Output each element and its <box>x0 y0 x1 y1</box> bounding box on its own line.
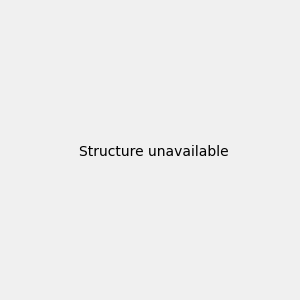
Text: Structure unavailable: Structure unavailable <box>79 145 229 158</box>
